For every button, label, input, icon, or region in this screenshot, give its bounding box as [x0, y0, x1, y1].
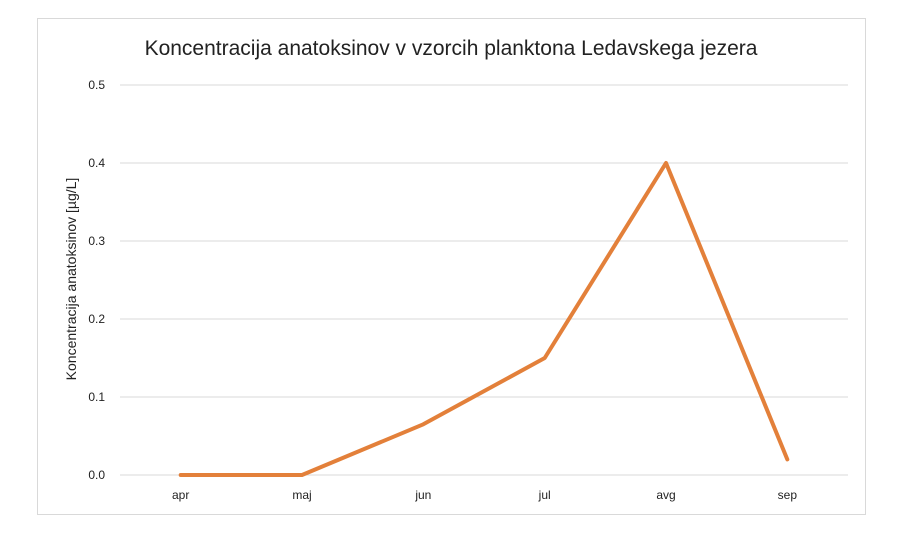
y-tick-label: 0.3 — [88, 234, 105, 248]
gridlines — [120, 84, 848, 476]
y-tick-label: 0.2 — [88, 312, 105, 326]
chart-title: Koncentracija anatoksinov v vzorcih plan… — [145, 37, 758, 60]
y-tick-labels: 0.0 0.1 0.2 0.3 0.4 0.5 — [88, 78, 105, 482]
x-tick-label: apr — [172, 488, 189, 502]
x-tick-label: avg — [656, 488, 675, 502]
x-tick-label: maj — [292, 488, 311, 502]
x-tick-labels: apr maj jun jul avg sep — [172, 488, 797, 502]
x-tick-label: jul — [538, 488, 551, 502]
y-tick-label: 0.1 — [88, 390, 105, 404]
x-tick-label: jun — [414, 488, 431, 502]
y-tick-label: 0.4 — [88, 156, 105, 170]
x-tick-label: sep — [778, 488, 798, 502]
chart-frame — [37, 18, 866, 515]
y-tick-label: 0.5 — [88, 78, 105, 92]
y-axis-label: Koncentracija anatoksinov [µg/L] — [63, 178, 79, 381]
series-group — [178, 161, 790, 477]
y-tick-label: 0.0 — [88, 468, 105, 482]
series-line — [178, 161, 790, 477]
